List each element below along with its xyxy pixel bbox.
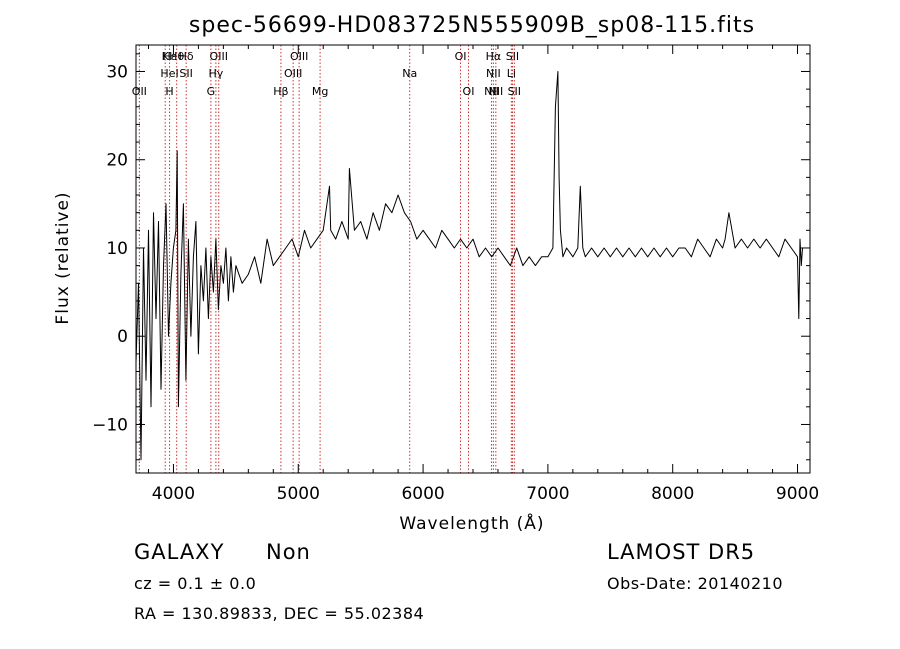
chart-title: spec-56699-HD083725N555909B_sp08-115.fit… xyxy=(189,13,755,38)
object-subclass: Non xyxy=(266,540,311,564)
x-tick-label: 9000 xyxy=(776,484,819,504)
sky-coordinates: RA = 130.89833, DEC = 55.02384 xyxy=(134,604,425,623)
line-label: Na xyxy=(402,67,417,80)
x-tick-label: 6000 xyxy=(401,484,444,504)
y-tick-label: 20 xyxy=(106,151,128,171)
plot-frame xyxy=(135,44,811,474)
object-class: GALAXY xyxy=(134,540,225,564)
x-tick-label: 5000 xyxy=(277,484,320,504)
line-label: Hδ xyxy=(179,50,194,63)
line-label: OI xyxy=(455,50,467,63)
line-label: Hγ xyxy=(208,67,223,80)
line-label: OIII xyxy=(290,50,308,63)
line-label: Mg xyxy=(312,85,328,98)
survey-name: LAMOST DR5 xyxy=(607,540,756,564)
line-label-group: OIIKHHeIHεHθHδSIIGHγOIIIHβOIIIOIIIMgNaOI… xyxy=(132,50,521,98)
line-label: H xyxy=(165,85,173,98)
x-tick-label: 7000 xyxy=(526,484,569,504)
y-tick-label: −10 xyxy=(92,415,128,435)
line-label: K xyxy=(162,50,170,63)
line-label: SII xyxy=(506,50,519,63)
line-label: Li xyxy=(507,67,516,80)
redshift-cz: cz = 0.1 ± 0.0 xyxy=(134,574,257,593)
line-marker-group xyxy=(138,45,515,473)
line-label: G xyxy=(207,85,216,98)
line-label: SII xyxy=(508,85,521,98)
line-label: SII xyxy=(179,67,192,80)
x-tick-label: 8000 xyxy=(651,484,694,504)
y-tick-label: 0 xyxy=(117,327,128,347)
series-group xyxy=(135,71,803,461)
line-label: Hβ xyxy=(273,85,288,98)
line-label: OII xyxy=(132,85,147,98)
line-label: HeI xyxy=(160,67,178,80)
y-tick-label: 10 xyxy=(106,239,128,259)
x-axis-label: Wavelength (Å) xyxy=(399,512,544,534)
line-label: Hα xyxy=(486,50,502,63)
line-label: NII xyxy=(484,85,499,98)
y-tick-label: 30 xyxy=(106,62,128,82)
axis-ticks-group: 4000 5000 6000 7000 8000 9000 −10 0 10 20 30 xyxy=(92,45,819,504)
line-label: NII xyxy=(486,67,501,80)
line-label: OIII xyxy=(284,67,302,80)
line-label: NII xyxy=(488,85,503,98)
line-label: OIII xyxy=(210,50,228,63)
x-tick-label: 4000 xyxy=(152,484,195,504)
spectrum-line-0 xyxy=(135,71,803,461)
line-label: OI xyxy=(463,85,475,98)
observation-date: Obs-Date: 20140210 xyxy=(607,574,784,593)
y-axis-label: Flux (relative) xyxy=(53,191,73,324)
